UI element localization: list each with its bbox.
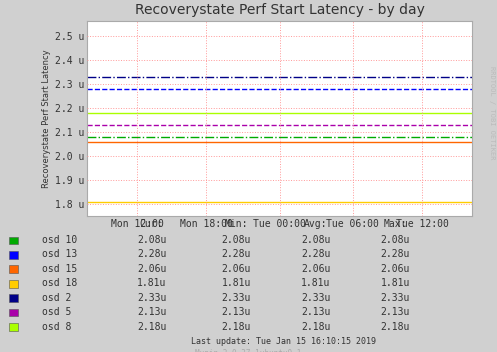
Text: 2.06u: 2.06u	[380, 264, 410, 274]
Text: 2.06u: 2.06u	[301, 264, 331, 274]
Text: 2.08u: 2.08u	[137, 235, 166, 245]
Text: osd 8: osd 8	[42, 322, 72, 332]
Text: osd 5: osd 5	[42, 307, 72, 317]
Text: 1.81u: 1.81u	[221, 278, 251, 288]
Text: 2.28u: 2.28u	[137, 250, 166, 259]
Text: Avg:: Avg:	[304, 219, 328, 229]
Text: 2.18u: 2.18u	[221, 322, 251, 332]
Text: 2.06u: 2.06u	[137, 264, 166, 274]
Text: osd 13: osd 13	[42, 250, 78, 259]
Text: 2.33u: 2.33u	[137, 293, 166, 303]
Y-axis label: Recoverystate Perf Start Latency: Recoverystate Perf Start Latency	[42, 50, 51, 188]
Text: Cur:: Cur:	[140, 219, 164, 229]
Text: 2.13u: 2.13u	[137, 307, 166, 317]
Text: Min:: Min:	[224, 219, 248, 229]
Text: 2.06u: 2.06u	[221, 264, 251, 274]
Text: 2.18u: 2.18u	[380, 322, 410, 332]
Text: RRDTOOL / TOBI OETIKER: RRDTOOL / TOBI OETIKER	[489, 66, 495, 159]
Text: 2.33u: 2.33u	[380, 293, 410, 303]
Text: osd 15: osd 15	[42, 264, 78, 274]
Text: 2.08u: 2.08u	[301, 235, 331, 245]
Text: osd 10: osd 10	[42, 235, 78, 245]
Text: Max:: Max:	[383, 219, 407, 229]
Text: 2.13u: 2.13u	[380, 307, 410, 317]
Text: 2.18u: 2.18u	[137, 322, 166, 332]
Text: 2.28u: 2.28u	[380, 250, 410, 259]
Text: 2.18u: 2.18u	[301, 322, 331, 332]
Text: Last update: Tue Jan 15 16:10:15 2019: Last update: Tue Jan 15 16:10:15 2019	[191, 337, 376, 346]
Text: 2.13u: 2.13u	[301, 307, 331, 317]
Text: 2.13u: 2.13u	[221, 307, 251, 317]
Text: 2.28u: 2.28u	[221, 250, 251, 259]
Text: 2.08u: 2.08u	[221, 235, 251, 245]
Text: 1.81u: 1.81u	[380, 278, 410, 288]
Text: 1.81u: 1.81u	[301, 278, 331, 288]
Text: osd 2: osd 2	[42, 293, 72, 303]
Text: 1.81u: 1.81u	[137, 278, 166, 288]
Text: osd 18: osd 18	[42, 278, 78, 288]
Text: 2.08u: 2.08u	[380, 235, 410, 245]
Text: 2.33u: 2.33u	[221, 293, 251, 303]
Text: Munin 2.0.37-1ubuntu0.1: Munin 2.0.37-1ubuntu0.1	[195, 349, 302, 352]
Title: Recoverystate Perf Start Latency - by day: Recoverystate Perf Start Latency - by da…	[135, 3, 424, 17]
Text: 2.28u: 2.28u	[301, 250, 331, 259]
Text: 2.33u: 2.33u	[301, 293, 331, 303]
